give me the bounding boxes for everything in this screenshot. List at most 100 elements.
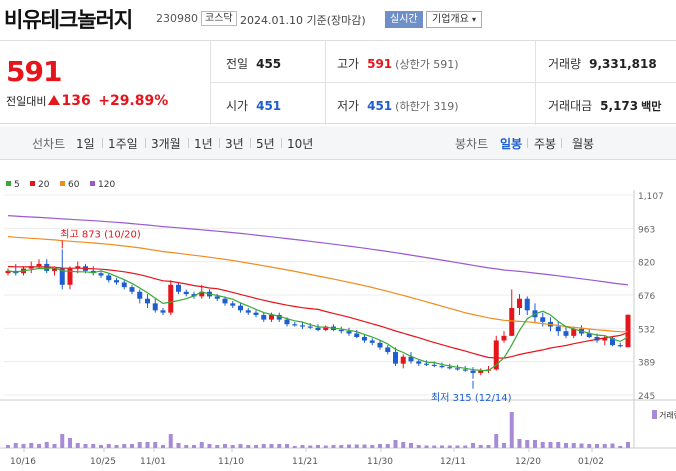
candle-body [152, 303, 158, 311]
volume-bar [347, 444, 351, 448]
volume-bar [37, 444, 41, 448]
volume-bar [540, 442, 545, 448]
trade-amount: 거래대금 5,173 백만 [548, 97, 661, 114]
volume-bar [556, 442, 561, 448]
y-tick-label: 532 [638, 325, 655, 335]
legend-label-5: 5 [14, 180, 20, 190]
candle-body [245, 310, 251, 313]
tab-1y[interactable]: 1년 [194, 137, 213, 151]
divider [250, 138, 251, 148]
volume-bar [447, 445, 452, 448]
stock-chart[interactable]: 5 20 60 120 1,107 963 820 676 532 389 245 최고 873 (1… [0, 170, 676, 471]
ma20-line [7, 265, 629, 359]
x-tick-label: 11/30 [367, 457, 393, 467]
x-tick-label: 12/20 [515, 457, 541, 467]
realtime-button[interactable]: 실시간 [385, 11, 423, 28]
volume-bar [83, 444, 88, 448]
low-price: 저가 451 (하한가 319) [337, 97, 459, 114]
volume-bar [517, 439, 522, 448]
volume-bar [618, 446, 623, 448]
volume-bar [75, 443, 80, 448]
volume: 거래량 9,331,818 [548, 55, 657, 72]
volume-bar [602, 444, 607, 448]
volume-bar [192, 445, 196, 448]
volume-bar [316, 445, 320, 448]
candle-body [431, 364, 437, 366]
volume-bar [261, 444, 266, 448]
volume-bar [130, 444, 134, 448]
tab-daily[interactable]: 일봉 [500, 137, 523, 151]
open-price: 시가 451 [226, 97, 281, 114]
low-value: 451 [367, 99, 393, 113]
ma120-line [7, 215, 629, 286]
period-tabs: 선차트 1일 1주일 3개월 1년 3년 5년 10년 봉차트 일봉 주봉 월봉 [0, 126, 676, 160]
candle-body [145, 298, 150, 304]
ma5-line [7, 266, 629, 372]
divider [281, 138, 282, 148]
company-overview-label: 기업개요 [432, 14, 469, 25]
candle-body [447, 367, 453, 369]
volume-bar [362, 444, 367, 448]
candle-body [470, 370, 476, 373]
candle-body [455, 368, 460, 370]
candle-body [292, 324, 298, 326]
candle-body [276, 314, 282, 320]
legend-label-20: 20 [38, 180, 50, 190]
line-chart-label: 선차트 [32, 137, 66, 151]
tab-3m[interactable]: 3개월 [151, 137, 181, 151]
candle-body [509, 307, 515, 336]
candle-body [346, 331, 352, 334]
volume-bar [533, 440, 537, 448]
volume-bar [269, 444, 274, 448]
legend-swatch-60 [60, 181, 65, 186]
volume-bar [114, 445, 119, 448]
legend-swatch-120 [90, 181, 95, 186]
candle-body [121, 282, 127, 288]
tab-weekly[interactable]: 주봉 [534, 137, 557, 151]
x-tick-label: 11/01 [140, 457, 166, 467]
high-value: 591 [367, 57, 393, 71]
change-percent: +29.89% [98, 93, 169, 109]
tab-monthly[interactable]: 월봉 [572, 137, 595, 151]
company-overview-dropdown[interactable]: 기업개요 ▾ [426, 11, 483, 28]
volume-bar [308, 445, 313, 448]
volume-bar [137, 442, 142, 448]
volume-bar [486, 445, 491, 448]
volume-bar [300, 445, 305, 448]
volume-bar [44, 442, 49, 448]
candle-body [594, 336, 600, 341]
candle-body [369, 340, 375, 343]
x-tick-label: 11/21 [292, 457, 318, 467]
change-value: 136 [61, 93, 91, 109]
volume-bar [238, 444, 243, 448]
min-annotation: 최저 315 (12/14) [431, 392, 512, 404]
volume-bar [161, 445, 165, 448]
volume-bar [230, 445, 235, 448]
candle-body [36, 263, 42, 267]
tab-1w[interactable]: 1주일 [108, 137, 138, 151]
low-label: 저가 [337, 99, 360, 113]
candle-body [416, 361, 422, 364]
volume-bar [354, 444, 359, 448]
volume-bar [277, 444, 282, 448]
volume-bar [494, 434, 499, 448]
candle-body [424, 363, 429, 365]
volume-bar [99, 445, 103, 448]
y-tick-label: 820 [638, 259, 655, 269]
candle-body [524, 298, 530, 311]
tab-1d[interactable]: 1일 [76, 137, 95, 151]
volume-bar [254, 445, 258, 448]
tab-10y[interactable]: 10년 [287, 137, 314, 151]
prev-close: 전일 455 [226, 55, 281, 72]
volume-label: 거래량 [659, 410, 676, 420]
volume-bar [91, 444, 96, 448]
high-price: 고가 591 (상한가 591) [337, 55, 459, 72]
prev-close-value: 455 [256, 57, 282, 71]
x-tick-label: 01/02 [578, 457, 604, 467]
tab-5y[interactable]: 5년 [256, 137, 275, 151]
volume-bar [401, 442, 406, 448]
volume-bar [587, 444, 592, 448]
amount-value: 5,173 [600, 99, 639, 113]
tab-3y[interactable]: 3년 [225, 137, 244, 151]
amount-label: 거래대금 [548, 99, 593, 113]
